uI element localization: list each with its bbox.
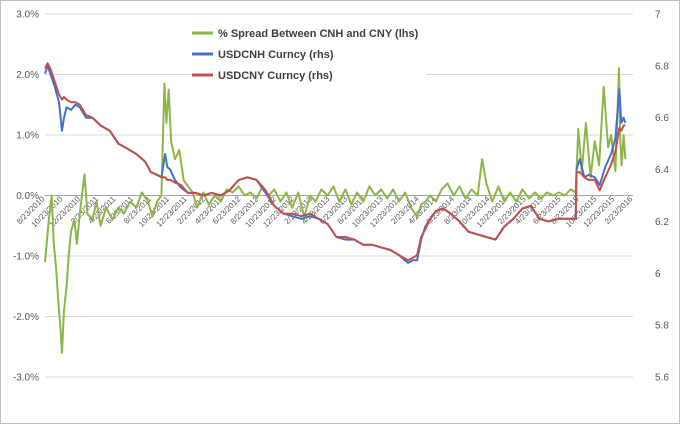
y-right-tick-label: 6.2	[655, 217, 669, 228]
left-axis-labels: 3.0% 2.0% 1.0% 0.0% -1.0% -2.0% -3.0%	[13, 10, 39, 384]
legend-label-spread: % Spread Between CNH and CNY (lhs)	[218, 28, 419, 40]
legend: % Spread Between CNH and CNY (lhs) USDCN…	[191, 17, 426, 89]
legend-background	[191, 17, 426, 89]
y-right-tick-label: 5.8	[655, 321, 669, 332]
y-left-tick-label: -1.0%	[13, 252, 39, 263]
y-left-tick-label: -2.0%	[13, 312, 39, 323]
y-right-tick-label: 7	[655, 10, 661, 21]
y-right-tick-label: 6.4	[655, 165, 669, 176]
series-line-1	[44, 64, 627, 264]
legend-label-usdcnh: USDCNH Curncy (rhs)	[218, 49, 334, 61]
series-lines	[44, 62, 627, 354]
legend-label-usdcny: USDCNY Curncy (rhs)	[218, 70, 333, 82]
y-right-tick-label: 6.8	[655, 61, 669, 72]
y-right-tick-label: 6.6	[655, 113, 669, 124]
y-left-tick-label: 3.0%	[16, 10, 39, 21]
right-axis-labels: 7 6.8 6.6 6.4 6.2 6 5.8 5.6	[655, 10, 669, 384]
series-line-2	[44, 62, 626, 262]
series-line-0	[44, 67, 627, 354]
y-left-tick-label: 0.0%	[16, 191, 39, 202]
y-left-tick-label: -3.0%	[13, 373, 39, 384]
y-left-tick-label: 1.0%	[16, 131, 39, 142]
y-right-tick-label: 5.6	[655, 373, 669, 384]
y-right-tick-label: 6	[655, 269, 661, 280]
y-left-tick-label: 2.0%	[16, 70, 39, 81]
